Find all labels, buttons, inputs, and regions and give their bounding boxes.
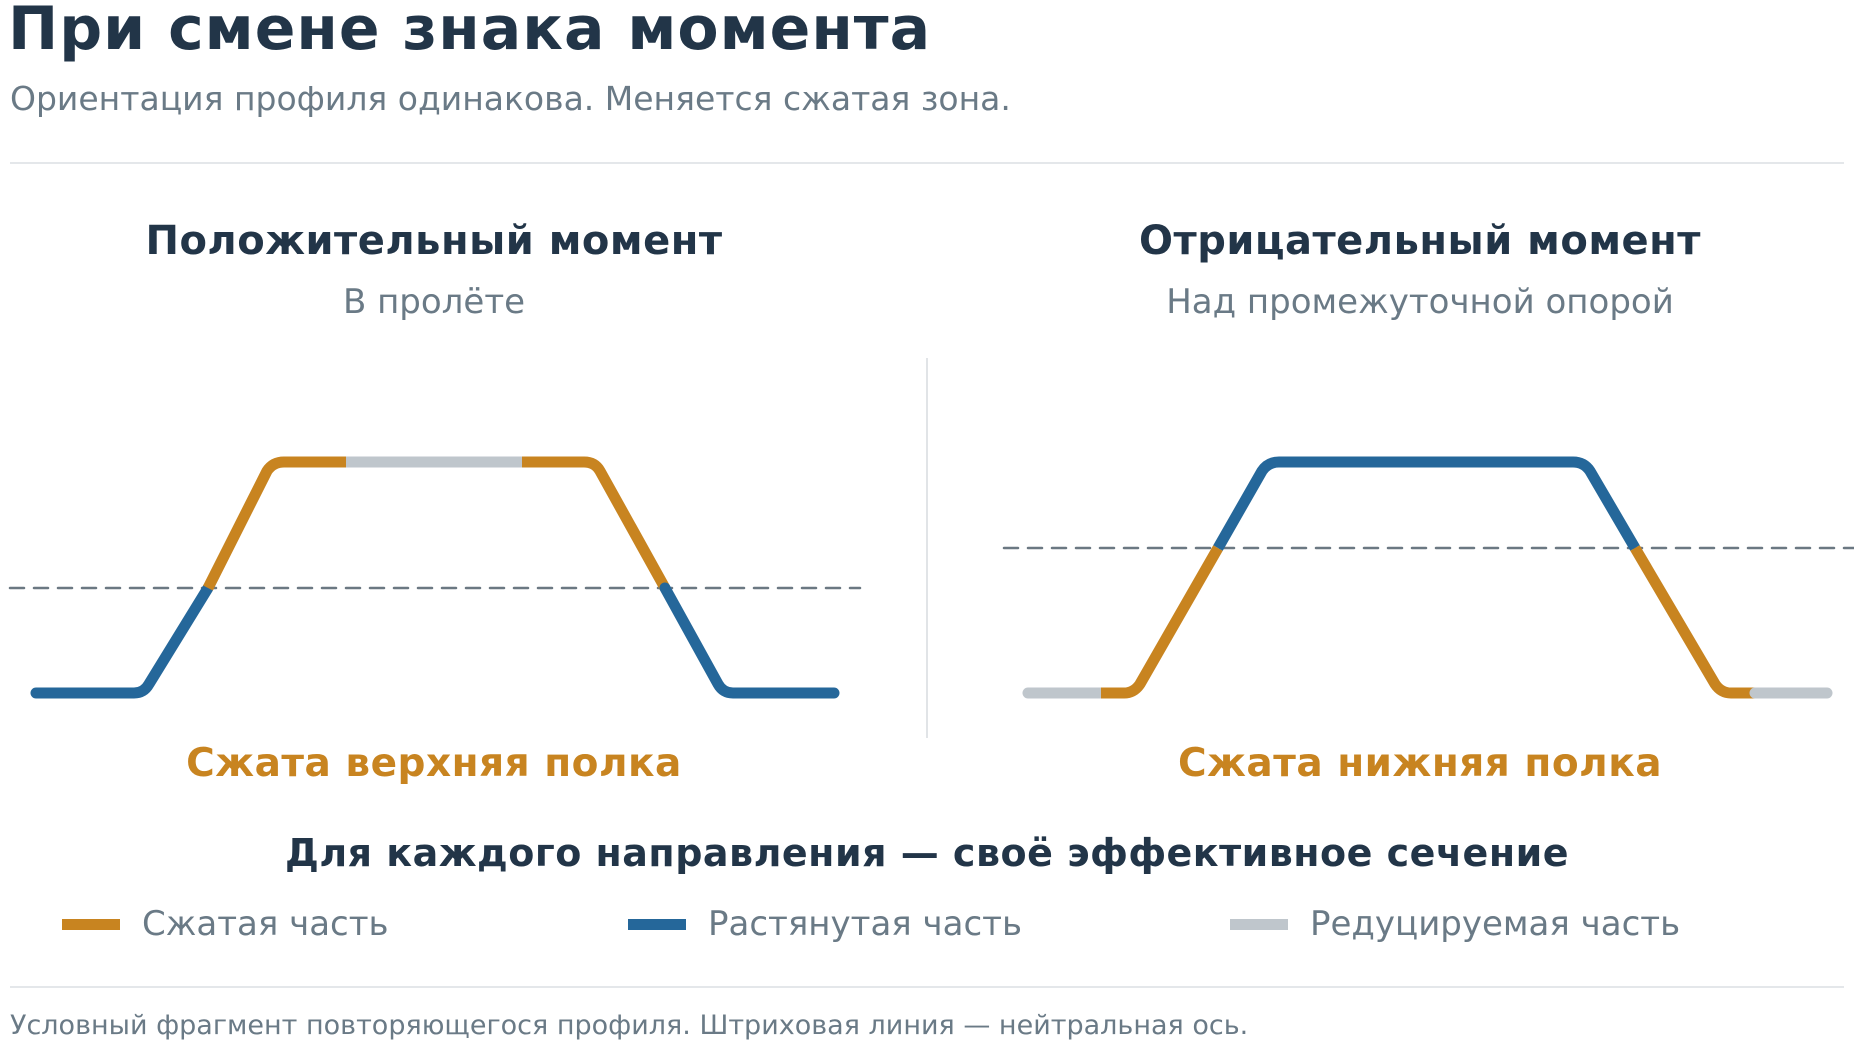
positive-moment-title: Положительный момент [145,218,723,264]
legend-swatch-tension [628,918,686,930]
compressed-segment-left [1101,545,1223,699]
legend-reduced: Редуцируемая часть [1230,902,1680,946]
footnote: Условный фрагмент повторяющегося профиля… [10,1010,1249,1041]
legend-tension: Растянутая часть [628,902,1022,946]
legend-swatch-compressed [62,918,120,930]
top-divider [10,162,1844,164]
panel-divider [926,358,928,738]
compressed-segment-left [203,456,346,591]
compressed-segment-right [1630,545,1755,699]
positive-moment-subtitle: В пролёте [342,282,526,322]
positive-moment-caption: Сжата верхняя полка [186,741,682,786]
negative-moment-caption: Сжата нижняя полка [1177,741,1663,786]
page-title: При смене знака момента [8,0,932,64]
tension-segment-right [659,582,840,699]
legend-label-tension: Растянутая часть [708,904,1023,944]
bottom-divider [10,986,1844,988]
tension-segment-left [30,582,214,699]
legend-label-reduced: Редуцируемая часть [1310,904,1681,944]
legend-compressed: Сжатая часть [62,902,389,946]
legend-label-compressed: Сжатая часть [142,904,389,944]
legend-swatch-reduced [1230,918,1288,930]
compressed-segment-right [522,456,670,591]
positive-moment-profile [8,456,862,699]
page-subtitle: Ориентация профиля одинакова. Меняется с… [10,79,1011,118]
negative-moment-title: Отрицательный момент [1139,218,1701,264]
negative-moment-subtitle: Над промежуточной опорой [1166,282,1674,322]
negative-moment-profile [1002,456,1854,699]
summary-heading: Для каждого направления — своё эффективн… [285,831,1569,875]
tension-segment-top [1213,456,1640,551]
